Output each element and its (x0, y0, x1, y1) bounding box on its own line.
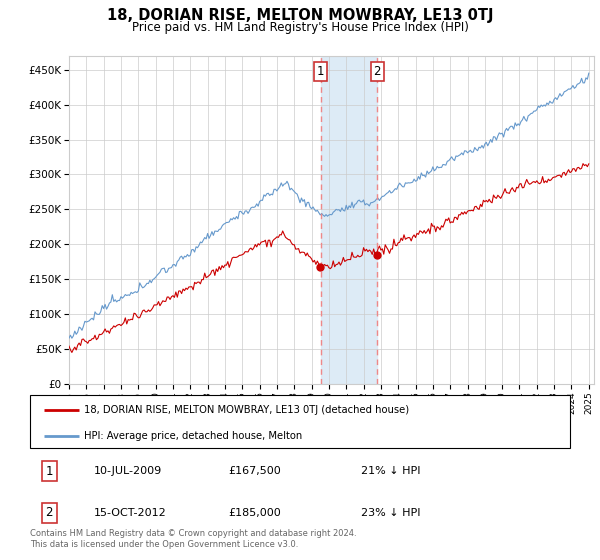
Text: HPI: Average price, detached house, Melton: HPI: Average price, detached house, Melt… (84, 431, 302, 441)
FancyBboxPatch shape (30, 395, 570, 448)
Bar (321, 56, 377, 384)
Text: 15-OCT-2012: 15-OCT-2012 (94, 508, 166, 518)
Text: Price paid vs. HM Land Registry's House Price Index (HPI): Price paid vs. HM Land Registry's House … (131, 21, 469, 34)
Text: Contains HM Land Registry data © Crown copyright and database right 2024.
This d: Contains HM Land Registry data © Crown c… (30, 529, 356, 549)
Text: 18, DORIAN RISE, MELTON MOWBRAY, LE13 0TJ (detached house): 18, DORIAN RISE, MELTON MOWBRAY, LE13 0T… (84, 405, 409, 415)
Text: 18, DORIAN RISE, MELTON MOWBRAY, LE13 0TJ: 18, DORIAN RISE, MELTON MOWBRAY, LE13 0T… (107, 8, 493, 24)
Text: £167,500: £167,500 (229, 466, 281, 476)
Text: 23% ↓ HPI: 23% ↓ HPI (361, 508, 421, 518)
Text: 2: 2 (373, 66, 381, 78)
Text: 21% ↓ HPI: 21% ↓ HPI (361, 466, 421, 476)
Text: 1: 1 (317, 66, 325, 78)
Text: 1: 1 (46, 465, 53, 478)
Text: £185,000: £185,000 (229, 508, 281, 518)
Text: 10-JUL-2009: 10-JUL-2009 (94, 466, 162, 476)
Text: 2: 2 (46, 506, 53, 519)
